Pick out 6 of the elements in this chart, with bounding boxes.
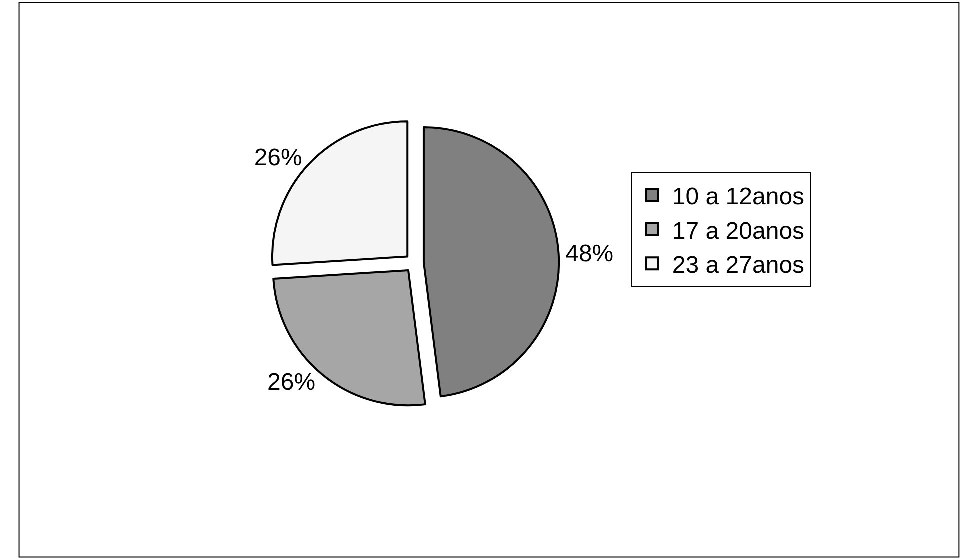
legend-label: 17 a 20anos <box>672 218 805 245</box>
data-label: 26% <box>254 144 302 172</box>
data-label: 48% <box>566 240 614 268</box>
legend-label: 10 a 12anos <box>672 184 805 211</box>
legend-label: 23 a 27anos <box>672 252 805 279</box>
data-label: 26% <box>268 369 316 396</box>
